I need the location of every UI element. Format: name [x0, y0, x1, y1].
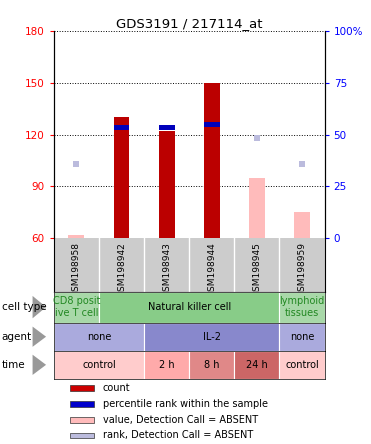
Bar — [54, 292, 99, 323]
Bar — [70, 385, 94, 391]
Bar — [204, 83, 220, 238]
Text: time: time — [2, 360, 26, 370]
Text: rank, Detection Call = ABSENT: rank, Detection Call = ABSENT — [102, 431, 253, 440]
Bar — [249, 178, 265, 238]
Text: CD8 posit
ive T cell: CD8 posit ive T cell — [53, 296, 100, 318]
Bar — [189, 351, 234, 379]
Bar — [70, 417, 94, 423]
Text: control: control — [82, 360, 116, 370]
Bar — [159, 125, 174, 131]
Polygon shape — [33, 355, 46, 375]
Text: control: control — [285, 360, 319, 370]
Text: lymphoid
tissues: lymphoid tissues — [279, 296, 325, 318]
Text: agent: agent — [2, 332, 32, 342]
Text: cell type: cell type — [2, 302, 46, 312]
Bar — [159, 131, 174, 238]
Bar — [279, 323, 325, 351]
Bar — [70, 432, 94, 438]
Bar — [54, 323, 144, 351]
Title: GDS3191 / 217114_at: GDS3191 / 217114_at — [116, 17, 262, 30]
Bar — [144, 323, 279, 351]
Bar — [204, 122, 220, 127]
Bar — [279, 351, 325, 379]
Bar — [114, 125, 129, 131]
Text: none: none — [290, 332, 314, 342]
Bar — [144, 351, 189, 379]
Bar — [234, 351, 279, 379]
Text: GSM198958: GSM198958 — [72, 242, 81, 297]
Text: count: count — [102, 383, 130, 393]
Text: 8 h: 8 h — [204, 360, 220, 370]
Bar — [54, 351, 144, 379]
Polygon shape — [33, 296, 46, 318]
Bar — [294, 212, 310, 238]
Text: GSM198959: GSM198959 — [298, 242, 306, 297]
Text: Natural killer cell: Natural killer cell — [148, 302, 231, 312]
Text: none: none — [87, 332, 111, 342]
Bar — [114, 117, 129, 238]
Bar — [70, 401, 94, 407]
Text: value, Detection Call = ABSENT: value, Detection Call = ABSENT — [102, 415, 258, 425]
Text: 2 h: 2 h — [159, 360, 174, 370]
Text: IL-2: IL-2 — [203, 332, 221, 342]
Text: GSM198945: GSM198945 — [252, 242, 262, 297]
Text: 24 h: 24 h — [246, 360, 268, 370]
Text: GSM198942: GSM198942 — [117, 242, 126, 297]
Bar — [99, 292, 279, 323]
Bar — [279, 292, 325, 323]
Text: percentile rank within the sample: percentile rank within the sample — [102, 399, 267, 409]
Bar — [69, 235, 84, 238]
Text: GSM198944: GSM198944 — [207, 242, 216, 297]
Text: GSM198943: GSM198943 — [162, 242, 171, 297]
Polygon shape — [33, 327, 46, 347]
